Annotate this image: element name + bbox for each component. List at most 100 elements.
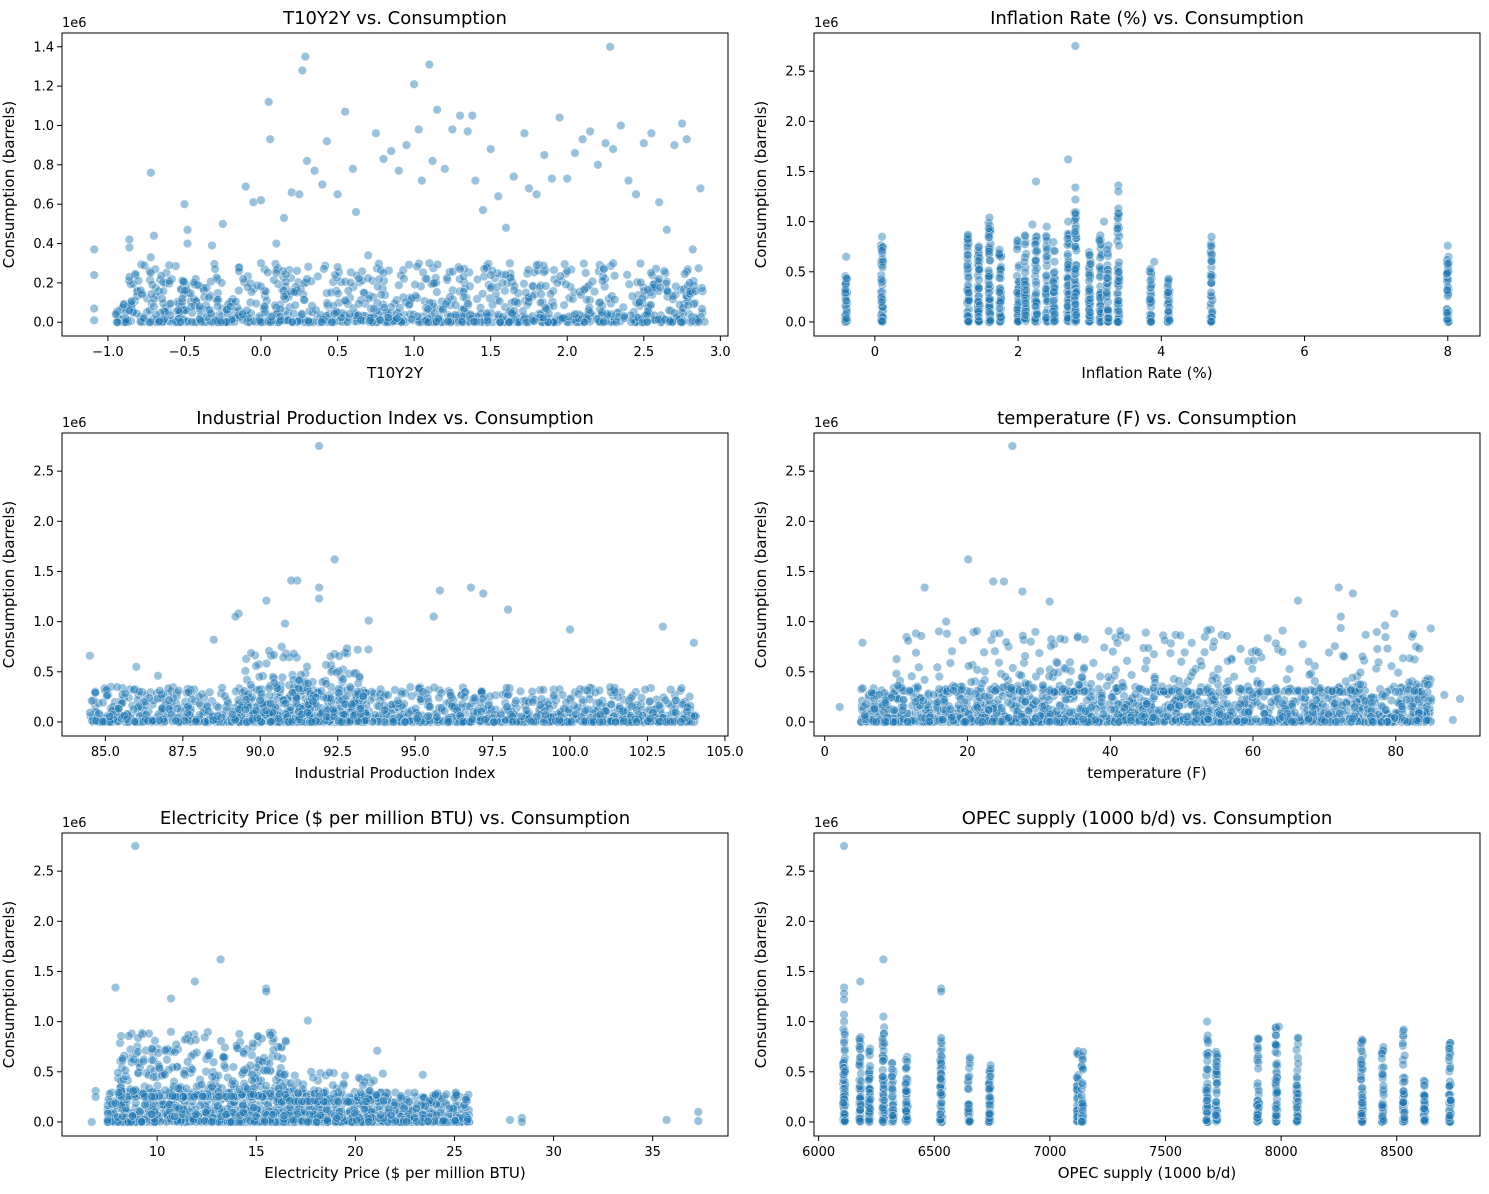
data-point — [581, 269, 590, 278]
y-tick-label: 0.5 — [33, 665, 54, 680]
data-point — [1064, 155, 1073, 164]
y-tick-label: 1.4 — [33, 40, 54, 55]
data-point — [555, 113, 564, 122]
data-point — [355, 274, 364, 283]
data-point — [190, 278, 199, 287]
x-tick-label: 0.5 — [327, 345, 348, 360]
data-point — [214, 703, 223, 712]
data-point — [300, 296, 309, 305]
data-point — [580, 285, 589, 294]
data-point — [373, 282, 382, 291]
data-point — [98, 717, 107, 726]
data-point — [444, 718, 453, 727]
data-point — [277, 642, 286, 651]
data-point — [235, 286, 244, 295]
y-tick-label: 1.5 — [785, 165, 806, 180]
data-point — [1104, 298, 1113, 307]
data-point — [256, 696, 265, 705]
data-point — [402, 141, 411, 150]
data-point — [640, 139, 649, 148]
data-point — [247, 649, 256, 658]
data-point — [1444, 241, 1453, 250]
data-point — [1031, 302, 1040, 311]
data-point — [878, 247, 887, 256]
data-point — [209, 716, 218, 725]
data-point — [594, 161, 603, 170]
data-point — [422, 274, 431, 283]
data-point — [1257, 702, 1266, 711]
data-point — [380, 303, 389, 312]
data-point — [425, 703, 434, 712]
data-point — [463, 127, 472, 136]
data-point — [495, 297, 504, 306]
data-point — [317, 687, 326, 696]
data-point — [166, 299, 175, 308]
data-point — [1072, 311, 1081, 320]
data-point — [509, 172, 518, 181]
data-point — [1042, 222, 1051, 231]
data-point — [479, 589, 488, 598]
data-point — [278, 673, 287, 682]
data-point — [414, 125, 423, 134]
data-point — [174, 306, 183, 315]
data-point — [624, 176, 633, 185]
data-point — [434, 315, 443, 324]
data-point — [266, 135, 275, 144]
data-point — [401, 718, 410, 727]
data-point — [320, 265, 329, 274]
data-point — [433, 288, 442, 297]
data-point — [985, 247, 994, 256]
data-point — [183, 226, 192, 235]
data-point — [158, 295, 167, 304]
data-point — [559, 314, 568, 323]
data-point — [132, 663, 141, 672]
data-point — [878, 263, 887, 272]
data-point — [150, 302, 159, 311]
data-point — [1032, 177, 1041, 186]
data-point — [239, 275, 248, 284]
data-point — [125, 273, 134, 282]
data-point — [429, 612, 438, 621]
data-point — [356, 704, 365, 713]
data-point — [520, 279, 529, 288]
data-point — [393, 314, 402, 323]
data-point — [379, 269, 388, 278]
data-point — [90, 316, 99, 325]
data-point — [328, 318, 337, 327]
data-point — [532, 190, 541, 199]
data-point — [174, 686, 183, 695]
data-point — [335, 652, 344, 661]
data-point — [293, 267, 302, 276]
data-point — [359, 692, 368, 701]
data-point — [458, 317, 467, 326]
data-point — [1164, 307, 1173, 316]
data-point — [257, 196, 266, 205]
chart-title: Inflation Rate (%) vs. Consumption — [990, 8, 1304, 29]
data-point — [309, 697, 318, 706]
y-tick-label: 0.0 — [785, 315, 806, 330]
data-point — [304, 679, 313, 688]
data-point — [620, 312, 629, 321]
data-point — [262, 706, 271, 715]
y-offset-label: 1e6 — [62, 416, 87, 431]
data-point — [466, 282, 475, 291]
data-point — [380, 706, 389, 715]
data-point — [318, 318, 327, 327]
data-point — [563, 174, 572, 183]
data-point — [172, 716, 181, 725]
data-point — [580, 318, 589, 327]
data-point — [192, 717, 201, 726]
data-point — [326, 652, 335, 661]
data-point — [1104, 314, 1113, 323]
data-point — [1207, 257, 1216, 266]
data-point — [1100, 217, 1109, 226]
data-point — [1096, 263, 1105, 272]
data-point — [1207, 317, 1216, 326]
data-point — [628, 702, 637, 711]
data-point — [1443, 308, 1452, 317]
data-point — [689, 245, 698, 254]
y-tick-label: 1.5 — [33, 565, 54, 580]
data-point — [264, 268, 273, 277]
data-point — [678, 119, 687, 128]
